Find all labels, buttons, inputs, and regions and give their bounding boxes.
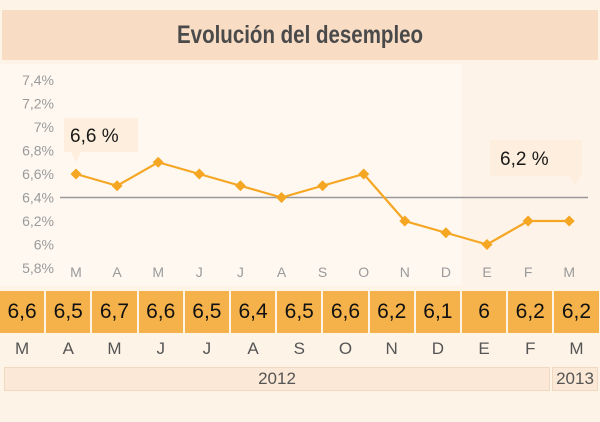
- callout-label-left: 6,6 %: [70, 126, 119, 147]
- values-row: 6,6 6,5 6,7 6,6 6,5 6,4 6,5 6,6 6,2 6,1 6 6,2 6,2: [0, 291, 600, 333]
- value-cell: 6,2: [508, 291, 553, 333]
- month-label: N: [385, 339, 398, 358]
- data-point: [440, 227, 452, 239]
- value-cell: 6,6: [323, 291, 368, 333]
- y-tick-label: 6,8%: [22, 143, 54, 159]
- data-point: [70, 168, 82, 180]
- month-label: J: [202, 339, 212, 358]
- data-point: [481, 239, 493, 250]
- callout-box-left: [64, 118, 138, 152]
- data-point: [276, 192, 287, 203]
- x-tick-label: F: [524, 264, 533, 280]
- month-label: D: [431, 339, 445, 358]
- x-tick-label: A: [277, 264, 287, 280]
- year-bar-2012: 2012: [4, 367, 550, 391]
- x-tick-label: M: [70, 264, 82, 280]
- series-points: [70, 156, 575, 250]
- x-tick-label: J: [237, 264, 244, 280]
- value-cell: 6,5: [184, 291, 229, 333]
- data-point: [111, 180, 123, 192]
- year-label-2012: 2012: [258, 369, 296, 388]
- y-tick-label: 6,2%: [22, 213, 54, 229]
- x-tick-label: A: [112, 264, 122, 280]
- data-point: [358, 168, 370, 180]
- year-label-2013: 2013: [556, 369, 594, 388]
- month-label: A: [62, 339, 74, 358]
- callout-label-right: 6,2 %: [500, 149, 549, 170]
- month-label: E: [478, 339, 490, 358]
- month-label: M: [107, 339, 122, 358]
- callout-pointer-left: [71, 152, 81, 162]
- title-bar: Evolución del desempleo: [2, 10, 598, 60]
- callouts: 6,6 % 6,2 %: [64, 118, 582, 186]
- value-cell: 6,7: [92, 291, 137, 333]
- y-tick-label: 6%: [34, 237, 54, 253]
- x-tick-label: O: [358, 264, 369, 280]
- month-label: O: [338, 339, 353, 358]
- x-tick-label: M: [563, 264, 575, 280]
- data-point: [317, 180, 329, 192]
- data-point: [152, 156, 164, 168]
- callout-box-right: [490, 140, 582, 176]
- month-label: A: [247, 339, 259, 358]
- chart-title: Evolución del desempleo: [176, 20, 424, 49]
- y-tick-label: 7,2%: [22, 96, 54, 112]
- value-cell: 6: [462, 291, 507, 333]
- data-point: [193, 168, 205, 180]
- year-bar-2013: 2013: [552, 367, 598, 391]
- x-tick-label: S: [318, 264, 327, 280]
- callout-pointer-right: [570, 176, 581, 186]
- month-label: F: [525, 339, 536, 358]
- data-point: [563, 215, 575, 227]
- x-tick-label: D: [441, 264, 451, 280]
- data-point: [522, 215, 534, 227]
- value-cell: 6,6: [138, 291, 183, 333]
- data-point: [399, 215, 411, 227]
- y-axis-ticks: 5,8% 6% 6,2% 6,4% 6,6% 6,8% 7% 7,2% 7,4%: [22, 72, 54, 276]
- x-tick-label: M: [152, 264, 164, 280]
- month-label: M: [569, 339, 584, 358]
- line-chart: 5,8% 6% 6,2% 6,4% 6,6% 6,8% 7% 7,2% 7,4% M A M J J A S…: [22, 72, 588, 280]
- y-tick-label: 6,4%: [22, 190, 54, 206]
- value-cell: 6,2: [554, 291, 599, 333]
- value-cell: 6,5: [46, 291, 91, 333]
- month-label: M: [15, 339, 30, 358]
- month-label: S: [293, 339, 305, 358]
- x-tick-label: N: [400, 264, 410, 280]
- value-cell: 6,2: [369, 291, 414, 333]
- value-cell: 6,6: [0, 291, 45, 333]
- value-cell: 6,4: [231, 291, 276, 333]
- value-cell: 6,5: [277, 291, 322, 333]
- y-tick-label: 6,6%: [22, 166, 54, 182]
- y-tick-label: 7,4%: [22, 72, 54, 88]
- y-tick-label: 5,8%: [22, 260, 54, 276]
- x-tick-label: J: [196, 264, 203, 280]
- data-point: [234, 180, 246, 192]
- month-label: J: [156, 339, 165, 358]
- y-tick-label: 7%: [34, 119, 54, 135]
- value-cell: 6,1: [415, 291, 460, 333]
- x-tick-label: E: [482, 264, 491, 280]
